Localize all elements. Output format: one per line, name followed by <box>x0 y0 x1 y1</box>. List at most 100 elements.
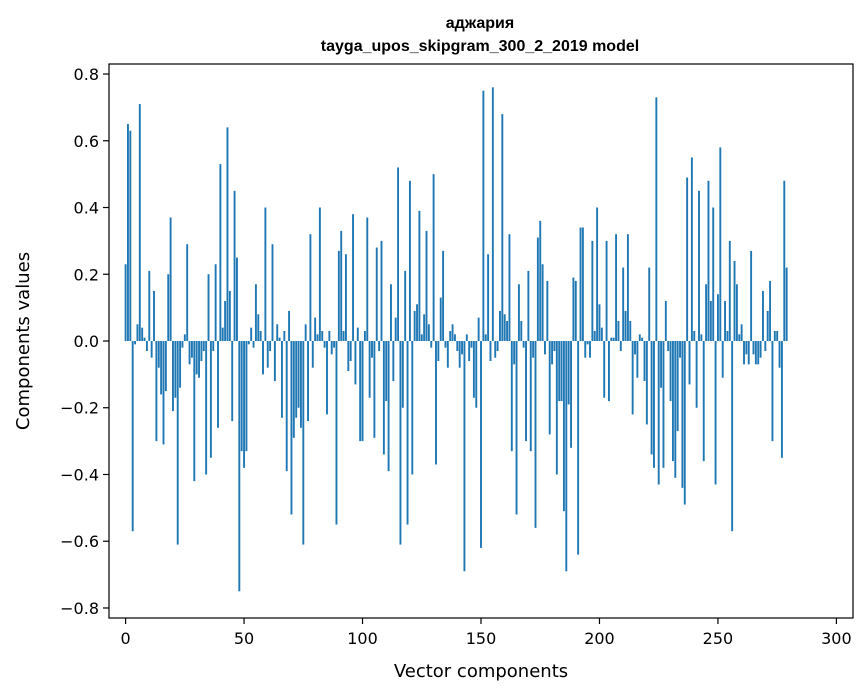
bar <box>664 300 667 341</box>
bar <box>762 290 764 341</box>
bar <box>662 341 665 468</box>
bar <box>394 317 397 341</box>
bar <box>181 341 184 348</box>
bar <box>266 341 269 368</box>
bar <box>356 327 359 341</box>
x-tick-label: 200 <box>584 629 615 648</box>
bar <box>193 341 196 482</box>
bar <box>297 341 300 408</box>
bar <box>236 257 238 341</box>
bar <box>716 294 719 341</box>
bar <box>468 341 471 362</box>
bar <box>145 341 148 352</box>
bar <box>162 341 165 445</box>
bar <box>551 341 554 365</box>
bar <box>385 341 388 402</box>
bar <box>667 341 670 352</box>
bar <box>442 250 445 341</box>
bar <box>776 330 779 341</box>
bar <box>281 341 283 418</box>
y-tick-label: −0.6 <box>60 532 99 551</box>
x-tick-label: 300 <box>821 629 852 648</box>
bar <box>326 341 328 415</box>
bar <box>328 330 331 341</box>
bar <box>553 341 556 352</box>
bar <box>470 341 473 348</box>
bar <box>430 341 433 348</box>
bar <box>198 341 200 378</box>
x-tick-label: 150 <box>466 629 497 648</box>
y-tick-label: −0.8 <box>60 599 99 618</box>
bar <box>719 147 722 341</box>
bar <box>773 330 776 341</box>
bar <box>264 207 267 341</box>
bar <box>738 334 741 341</box>
bar <box>527 270 530 341</box>
bar <box>342 330 345 341</box>
bar <box>363 330 366 341</box>
bar <box>366 217 369 341</box>
bar <box>679 341 681 358</box>
bar <box>190 341 193 358</box>
bar <box>584 341 587 358</box>
bar <box>653 341 655 468</box>
bar <box>709 300 712 341</box>
bar <box>700 334 703 341</box>
bar <box>465 334 468 341</box>
bar <box>397 167 400 341</box>
bar <box>532 341 535 358</box>
bar <box>278 337 281 341</box>
bar <box>380 240 383 341</box>
bar <box>295 341 298 418</box>
bar <box>475 341 478 408</box>
bar <box>565 341 568 572</box>
bar <box>172 341 174 412</box>
bar <box>250 327 253 341</box>
bar <box>766 310 769 341</box>
y-tick-label: 0.8 <box>74 65 99 84</box>
bar <box>134 341 137 345</box>
bar <box>752 341 755 355</box>
bar <box>217 341 219 428</box>
bar <box>622 267 625 341</box>
bar <box>579 227 582 341</box>
bar <box>416 304 418 341</box>
bar <box>506 320 509 341</box>
bar <box>631 341 634 415</box>
bar <box>728 240 731 341</box>
x-tick-label: 100 <box>347 629 378 648</box>
bar <box>548 341 551 435</box>
bar <box>477 317 480 341</box>
x-tick-label: 250 <box>703 629 734 648</box>
bar <box>750 250 753 341</box>
bar <box>645 341 648 425</box>
bar <box>354 341 357 385</box>
bar <box>259 330 262 341</box>
bar <box>323 341 326 348</box>
bar <box>276 324 279 341</box>
bar <box>541 264 544 341</box>
bar <box>624 310 627 341</box>
bar <box>207 274 210 341</box>
bar <box>726 330 729 341</box>
bar <box>780 341 783 458</box>
bar <box>221 327 224 341</box>
bar <box>676 341 679 432</box>
bar <box>778 341 781 368</box>
bar <box>262 341 264 375</box>
bar <box>610 337 613 341</box>
bar <box>484 334 487 341</box>
bar <box>600 327 603 341</box>
bar <box>153 290 155 341</box>
chart-subtitle: tayga_upos_skipgram_300_2_2019 model <box>321 38 639 55</box>
y-tick-label: 0.0 <box>74 332 99 351</box>
y-axis-ticks: −0.8 −0.6 −0.4 −0.2 0.0 0.2 0.4 0.6 0.8 <box>60 65 109 618</box>
bar <box>449 330 452 341</box>
bar <box>136 324 139 341</box>
bar <box>546 280 549 341</box>
bar <box>461 341 463 355</box>
y-tick-label: −0.2 <box>60 399 99 418</box>
bar <box>228 290 231 341</box>
bar <box>309 234 312 341</box>
bar <box>131 341 134 532</box>
